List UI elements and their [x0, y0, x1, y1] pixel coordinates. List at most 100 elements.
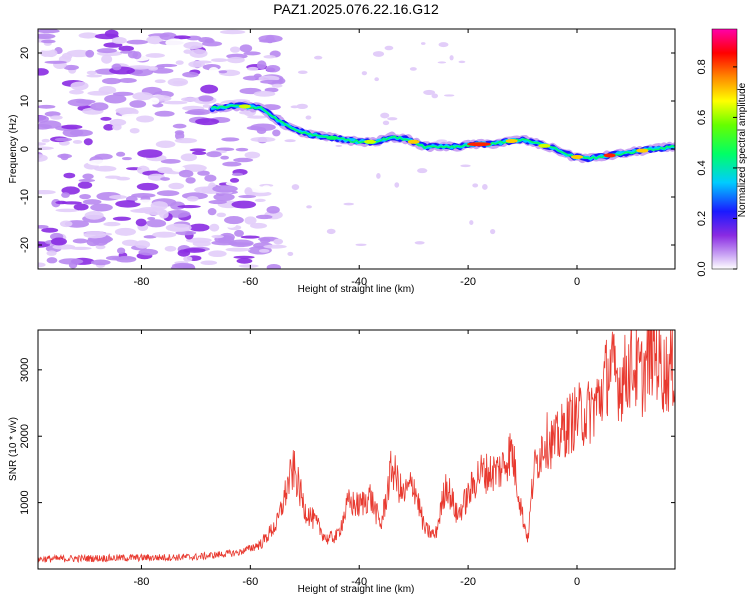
heatmap-noise-blob — [220, 155, 229, 160]
heatmap-noise-blob — [472, 183, 479, 188]
heatmap-noise-blob — [387, 117, 398, 121]
heatmap-noise-blob — [38, 29, 60, 34]
heatmap-noise-blob — [134, 199, 157, 204]
spectrogram-heatmap — [38, 29, 675, 269]
heatmap-noise-blob — [258, 75, 280, 82]
heatmap-noise-blob — [73, 203, 89, 211]
spectrogram-x-tick-label: -80 — [133, 276, 149, 288]
heatmap-noise-blob — [44, 60, 67, 64]
spectrogram-y-tick-label: 20 — [19, 47, 31, 59]
spectrogram-panel: -80 -60 -40 -20 0 -20 -10 0 10 20 Height of stra… — [8, 28, 676, 295]
heatmap-noise-blob — [361, 71, 368, 76]
heatmap-noise-blob — [78, 32, 98, 39]
spectral-peak — [538, 143, 551, 148]
heatmap-noise-blob — [174, 137, 198, 144]
heatmap-noise-blob — [273, 238, 284, 245]
heatmap-noise-blob — [222, 161, 242, 167]
heatmap-noise-blob — [69, 89, 84, 95]
heatmap-noise-blob — [458, 60, 466, 64]
spectral-peak — [364, 139, 377, 144]
colorbar-gradient — [711, 28, 738, 270]
heatmap-noise-blob — [86, 74, 103, 78]
heatmap-noise-blob — [70, 246, 92, 251]
heatmap-noise-blob — [135, 218, 147, 227]
heatmap-noise-blob — [259, 79, 284, 84]
heatmap-noise-blob — [431, 93, 439, 99]
heatmap-noise-blob — [287, 251, 294, 256]
heatmap-noise-blob — [127, 50, 138, 59]
heatmap-noise-blob — [177, 204, 201, 209]
heatmap-noise-blob — [204, 174, 217, 182]
heatmap-noise-blob — [168, 182, 185, 190]
heatmap-noise-blob — [414, 241, 425, 245]
heatmap-noise-blob — [254, 198, 266, 202]
heatmap-noise-blob — [150, 201, 168, 211]
heatmap-noise-blob — [216, 77, 235, 83]
heatmap-noise-blob — [384, 45, 394, 51]
heatmap-noise-blob — [160, 177, 171, 181]
heatmap-noise-blob — [155, 140, 176, 149]
snr-y-tick-label: 1000 — [19, 490, 31, 514]
heatmap-noise-blob — [60, 153, 69, 161]
heatmap-noise-blob — [200, 260, 218, 266]
heatmap-noise-blob — [162, 100, 188, 105]
heatmap-noise-blob — [70, 81, 89, 91]
heatmap-noise-blob — [443, 94, 455, 97]
heatmap-noise-blob — [157, 262, 173, 269]
heatmap-noise-blob — [247, 66, 259, 71]
heatmap-noise-blob — [172, 80, 186, 85]
heatmap-noise-blob — [228, 239, 254, 248]
heatmap-noise-blob — [218, 70, 228, 74]
heatmap-noise-blob — [95, 244, 106, 250]
heatmap-noise-blob — [178, 169, 194, 178]
snr-y-tick-label: 2000 — [19, 424, 31, 448]
heatmap-noise-blob — [98, 85, 117, 95]
heatmap-noise-blob — [96, 48, 117, 54]
spectrogram-y-tick-label: 0 — [19, 146, 31, 152]
heatmap-noise-blob — [146, 35, 164, 45]
heatmap-noise-blob — [180, 153, 198, 162]
heatmap-noise-blob — [211, 240, 238, 246]
heatmap-noise-blob — [250, 136, 276, 143]
heatmap-noise-blob — [240, 235, 260, 239]
heatmap-noise-blob — [235, 147, 249, 152]
heatmap-noise-blob — [490, 228, 496, 235]
heatmap-noise-blob — [115, 200, 141, 208]
heatmap-noise-blob — [213, 193, 235, 202]
heatmap-noise-blob — [211, 58, 228, 63]
heatmap-noise-blob — [146, 219, 167, 228]
heatmap-noise-blob — [63, 172, 76, 179]
heatmap-noise-blob — [195, 118, 220, 126]
heatmap-noise-blob — [61, 192, 70, 198]
heatmap-noise-blob — [103, 221, 121, 227]
heatmap-noise-blob — [305, 115, 312, 120]
heatmap-noise-blob — [72, 139, 83, 144]
snr-x-label: Height of straight line (km) — [298, 584, 415, 595]
heatmap-noise-blob — [238, 264, 259, 268]
heatmap-noise-blob — [256, 60, 267, 70]
chart-title: PAZ1.2025.076.22.16.G12 — [273, 1, 439, 17]
heatmap-noise-blob — [127, 65, 152, 70]
heatmap-noise-blob — [38, 115, 49, 123]
heatmap-noise-blob — [121, 113, 144, 118]
heatmap-noise-blob — [109, 118, 127, 126]
heatmap-noise-blob — [394, 182, 400, 188]
spectrogram-x-tick-label: -20 — [460, 276, 476, 288]
heatmap-noise-blob — [482, 184, 488, 190]
spectrogram-x-label: Height of straight line (km) — [298, 284, 415, 295]
heatmap-noise-blob — [90, 203, 113, 212]
spectral-peak — [636, 148, 649, 153]
heatmap-noise-blob — [191, 151, 207, 156]
heatmap-noise-blob — [207, 208, 217, 216]
heatmap-noise-blob — [38, 56, 56, 63]
heatmap-noise-blob — [175, 60, 184, 65]
heatmap-noise-blob — [247, 115, 267, 119]
heatmap-noise-blob — [115, 255, 137, 263]
heatmap-noise-blob — [111, 37, 127, 45]
heatmap-noise-blob — [314, 55, 323, 60]
heatmap-noise-blob — [87, 159, 113, 166]
heatmap-noise-blob — [188, 61, 205, 68]
heatmap-noise-blob — [259, 237, 271, 244]
heatmap-noise-blob — [231, 139, 248, 145]
